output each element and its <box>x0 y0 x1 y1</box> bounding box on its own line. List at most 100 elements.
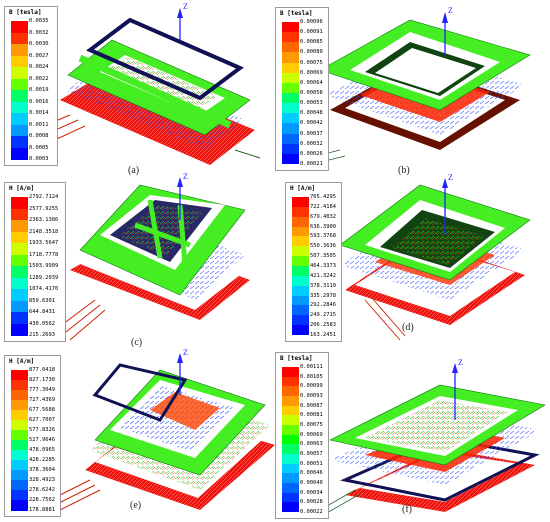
legend-color-swatch <box>11 67 28 79</box>
legend-color-swatch <box>11 243 28 255</box>
legend-color-swatch <box>11 32 28 45</box>
legend-tick-label: 1503.9909 <box>29 263 59 269</box>
legend-color-swatch <box>292 305 309 316</box>
legend-color-swatch <box>11 147 28 160</box>
legend-color-swatch <box>292 315 309 326</box>
legend-tick-label: 335.2978 <box>310 292 336 299</box>
legend-color-swatch <box>282 143 299 155</box>
legend-color-swatch <box>282 133 299 145</box>
legend-color-swatch <box>282 386 299 397</box>
legend-tick-label: 0.0024 <box>29 64 49 70</box>
legend-tick-label: 1718.7778 <box>29 251 59 258</box>
legend-tick-label: 464.3373 <box>310 263 336 269</box>
legend-color-swatch <box>292 325 309 336</box>
legend-tick-label: 550.3636 <box>310 243 336 250</box>
legend-title: B [tesla] <box>280 10 313 17</box>
legend-tick-label: 636.3900 <box>310 223 336 230</box>
legend-color-swatch <box>282 52 299 64</box>
legend-color-swatch <box>11 480 28 491</box>
legend-tick-label: 0.00037 <box>300 130 323 137</box>
legend-color-swatch <box>11 410 28 421</box>
legend-color-swatch <box>11 470 28 481</box>
legend-tick-label: 328.4923 <box>29 477 55 483</box>
legend-color-swatch <box>282 123 299 135</box>
legend-tick-label: 0.00026 <box>300 150 323 157</box>
legend-tick-label: 0.00075 <box>300 422 323 428</box>
legend-color-swatch <box>11 208 28 221</box>
legend-color-swatch <box>282 396 299 407</box>
legend-color-swatch <box>11 370 28 381</box>
legend-tick-label: 507.3505 <box>310 253 336 260</box>
legend-panel-e: H [A/m] 877.0418 827.1730 777.3049 727.4369 6… <box>4 355 61 517</box>
legend-tick-label: 0.0008 <box>29 133 49 139</box>
legend-tick-label: 0.00021 <box>300 161 323 167</box>
legend-tick-label: 0.0003 <box>29 156 49 162</box>
axis-label-z-f: Z <box>458 358 463 367</box>
axis-label-z-c: Z <box>183 172 188 181</box>
legend-tick-label: 178.8881 <box>29 507 55 513</box>
legend-tick-label: 1933.5647 <box>29 240 59 246</box>
legend-color-swatch <box>292 197 309 208</box>
legend-tick-label: 0.0022 <box>29 75 49 82</box>
legend-tick-label: 0.0032 <box>29 29 49 36</box>
legend-color-swatch <box>282 473 299 484</box>
legend-tick-label: 0.00032 <box>300 140 323 147</box>
legend-color-swatch <box>282 454 299 465</box>
legend-color-swatch <box>11 197 28 209</box>
legend-panel-d: H [A/m] 765.4295 722.4184 679.4032 636.3900 5… <box>285 182 342 342</box>
legend-color-swatch <box>292 295 309 306</box>
legend-panel-f: B [tesla] 0.00111 0.00105 0.00099 0.00093 0.0… <box>275 352 329 519</box>
legend-tick-label: 0.00069 <box>300 431 323 438</box>
legend-tick-label: 0.00048 <box>300 110 323 117</box>
legend-color-swatch <box>282 415 299 426</box>
legend-tick-label: 0.00042 <box>300 120 323 127</box>
legend-title: B [tesla] <box>9 9 42 16</box>
legend-color-swatch <box>11 312 28 324</box>
legend-color-swatch <box>282 376 299 387</box>
legend-color-swatch <box>282 72 299 84</box>
legend-color-swatch <box>282 502 299 513</box>
legend-tick-label: 2792.7124 <box>29 194 59 200</box>
panel-a-scene <box>9 8 261 165</box>
legend-color-swatch <box>11 400 28 411</box>
subfigure-label-a: (a) <box>128 165 140 176</box>
legend-tick-label: 215.2693 <box>29 332 55 338</box>
legend-tick-label: 0.0019 <box>29 87 49 93</box>
panel-f-scene <box>319 363 546 515</box>
legend-title: B [tesla] <box>280 355 313 362</box>
legend-color-swatch <box>11 277 28 290</box>
legend-tick-label: 577.8326 <box>29 427 55 433</box>
legend-tick-label: 0.00063 <box>300 441 323 448</box>
legend-color-swatch <box>292 246 309 257</box>
legend-color-swatch <box>11 500 28 511</box>
legend-color-swatch <box>11 420 28 431</box>
legend-tick-label: 0.00075 <box>300 59 323 66</box>
legend-color-swatch <box>11 450 28 461</box>
legend-tick-label: 0.0030 <box>29 41 49 47</box>
legend-title: H [A/m] <box>290 185 316 192</box>
legend-color-swatch <box>282 425 299 436</box>
legend-tick-label: 0.0035 <box>29 18 49 24</box>
legend-tick-label: 0.0027 <box>29 52 49 59</box>
legend-tick-label: 0.00069 <box>300 69 323 76</box>
legend-tick-label: 0.00105 <box>300 373 323 380</box>
legend-tick-label: 2363.1386 <box>29 217 59 223</box>
subfigure-label-c: (c) <box>131 337 143 348</box>
subfigure-label-f: (f) <box>402 504 412 515</box>
legend-tick-label: 278.6242 <box>29 487 55 493</box>
legend-tick-label: 777.3049 <box>29 387 55 393</box>
axis-label-z-a: Z <box>183 2 188 11</box>
legend-color-swatch <box>282 444 299 455</box>
legend-tick-label: 0.0016 <box>29 98 49 105</box>
legend-tick-label: 2577.9255 <box>29 205 59 212</box>
legend-title: H [A/m] <box>9 185 35 192</box>
legend-color-swatch <box>11 231 28 244</box>
legend-color-swatch <box>282 492 299 503</box>
axis-label-z-d: Z <box>448 173 453 182</box>
legend-color-swatch <box>11 90 28 102</box>
legend-tick-label: 0.00053 <box>300 100 323 107</box>
legend-color-swatch <box>282 434 299 445</box>
legend-tick-label: 0.00046 <box>300 470 323 477</box>
panel-d-scene <box>339 178 531 341</box>
legend-color-swatch <box>292 236 309 247</box>
